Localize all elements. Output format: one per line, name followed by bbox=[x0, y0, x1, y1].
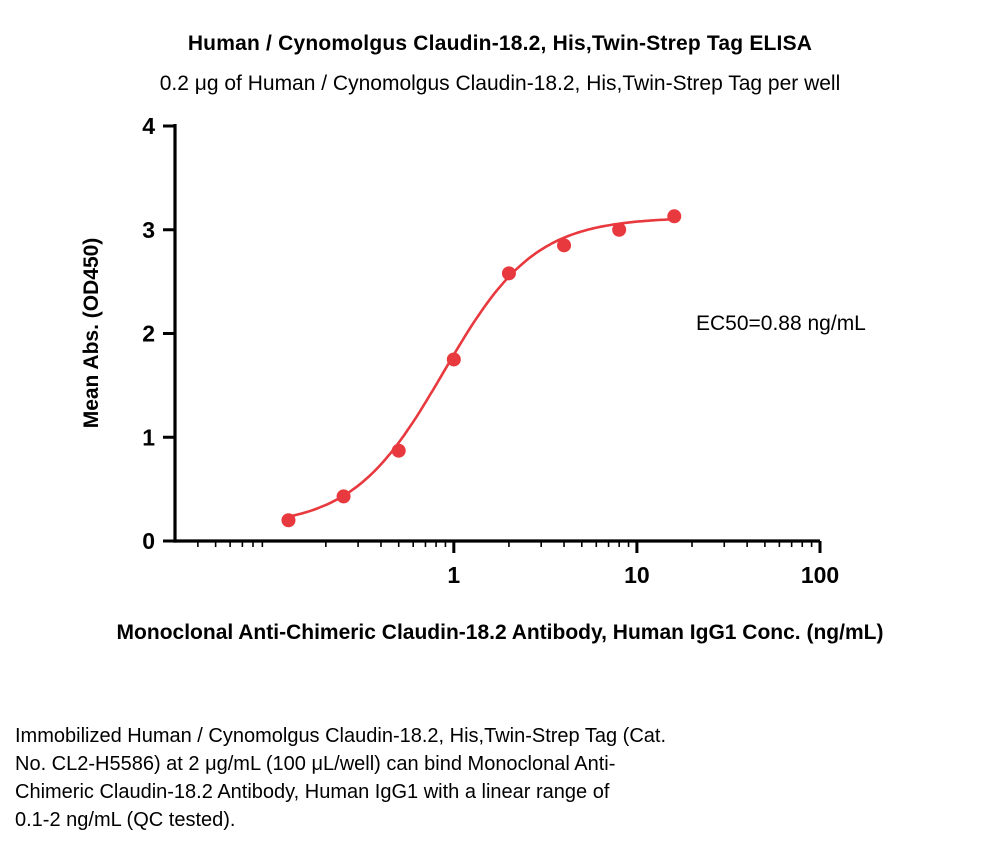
chart-subtitle: 0.2 μg of Human / Cynomolgus Claudin-18.… bbox=[159, 72, 841, 95]
y-axis-label: Mean Abs. (OD450) bbox=[80, 237, 103, 429]
data-point bbox=[667, 209, 682, 224]
y-tick-label: 4 bbox=[142, 113, 155, 139]
y-tick-label: 2 bbox=[142, 321, 155, 347]
data-point bbox=[281, 513, 296, 528]
data-point bbox=[446, 352, 461, 367]
x-tick-label: 100 bbox=[801, 562, 839, 588]
chart-svg: 1 10 100 0 1 2 3 4 bbox=[142, 113, 839, 588]
fit-curve bbox=[288, 217, 675, 518]
y-tick-label: 1 bbox=[142, 424, 155, 450]
data-point bbox=[336, 489, 351, 504]
y-tick-label: 3 bbox=[142, 217, 155, 243]
y-tick-label: 0 bbox=[142, 528, 155, 554]
data-point bbox=[557, 238, 572, 253]
x-axis-label: Monoclonal Anti-Chimeric Claudin-18.2 An… bbox=[116, 621, 884, 644]
data-point bbox=[501, 266, 516, 281]
ec50-annotation: EC50=0.88 ng/mL bbox=[696, 312, 866, 335]
chart-title: Human / Cynomolgus Claudin-18.2, His,Twi… bbox=[187, 32, 813, 55]
x-tick-label: 10 bbox=[624, 562, 650, 588]
x-tick-label: 1 bbox=[447, 562, 460, 588]
data-point bbox=[612, 222, 627, 237]
data-point bbox=[391, 443, 406, 458]
description-text: Immobilized Human / Cynomolgus Claudin-1… bbox=[15, 725, 667, 831]
